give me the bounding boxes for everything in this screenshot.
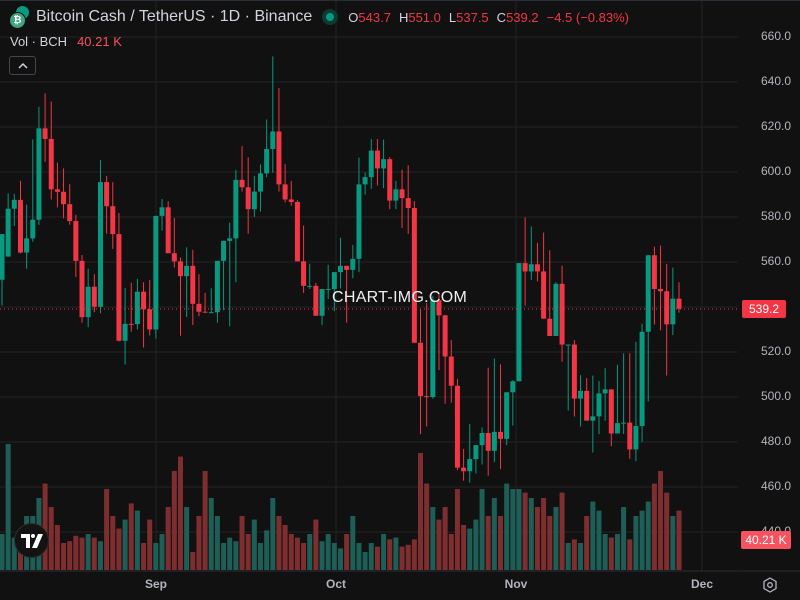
volume-label[interactable]: Vol · BCH bbox=[10, 34, 68, 49]
market-status-icon[interactable] bbox=[322, 9, 339, 25]
price-axis-label: 460.0 bbox=[760, 479, 791, 493]
low-key: L bbox=[448, 9, 457, 25]
close-value: 539.2 bbox=[506, 9, 539, 25]
volume-value: 40.21 K bbox=[77, 34, 122, 49]
time-axis-label: Oct bbox=[325, 577, 347, 591]
time-axis-label: Sep bbox=[144, 577, 168, 591]
tradingview-logo-icon bbox=[20, 533, 43, 548]
price-axis-label: 500.0 bbox=[760, 389, 791, 403]
volume-legend: Vol · BCH 40.21 K bbox=[10, 34, 122, 49]
price-axis-label: 620.0 bbox=[760, 119, 791, 133]
price-axis-label: 600.0 bbox=[760, 164, 791, 178]
price-axis-label: 520.0 bbox=[760, 344, 791, 358]
time-axis-label: Dec bbox=[690, 577, 714, 591]
price-axis-label: 560.0 bbox=[760, 254, 791, 268]
tradingview-logo[interactable] bbox=[14, 523, 49, 558]
change-value: −4.5 (−0.83%) bbox=[546, 9, 629, 25]
ohlc-values: O543.7 H551.0 L537.5 C539.2 −4.5 (−0.83%… bbox=[348, 10, 629, 25]
watermark: CHART-IMG.COM bbox=[332, 289, 468, 306]
chevron-up-icon bbox=[17, 62, 28, 69]
price-axis-label: 580.0 bbox=[760, 209, 791, 223]
time-axis-label: Nov bbox=[504, 577, 528, 591]
low-value: 537.5 bbox=[456, 9, 489, 25]
open-value: 543.7 bbox=[358, 9, 391, 25]
price-axis-label: 480.0 bbox=[760, 434, 791, 448]
symbol-title[interactable]: Bitcoin Cash / TetherUS · 1D · Binance bbox=[36, 8, 313, 25]
grid-lines bbox=[0, 0, 738, 571]
last-price-tag: 539.2 bbox=[742, 300, 786, 318]
price-axis-label: 660.0 bbox=[760, 29, 791, 43]
open-key: O bbox=[348, 9, 359, 25]
symbol-legend: ₿ Bitcoin Cash / TetherUS · 1D · Binance… bbox=[8, 6, 629, 29]
high-value: 551.0 bbox=[408, 9, 441, 25]
price-axis-label: 640.0 bbox=[760, 74, 791, 88]
volume-bars bbox=[0, 444, 682, 570]
bitcoin-cash-icon: ₿ bbox=[8, 6, 32, 29]
settings-gear-icon[interactable] bbox=[762, 577, 778, 593]
high-key: H bbox=[398, 9, 409, 25]
volume-tag: 40.21 K bbox=[741, 531, 791, 549]
close-key: C bbox=[496, 9, 507, 25]
candlestick-series bbox=[0, 56, 682, 483]
collapse-legend-button[interactable] bbox=[9, 56, 36, 75]
